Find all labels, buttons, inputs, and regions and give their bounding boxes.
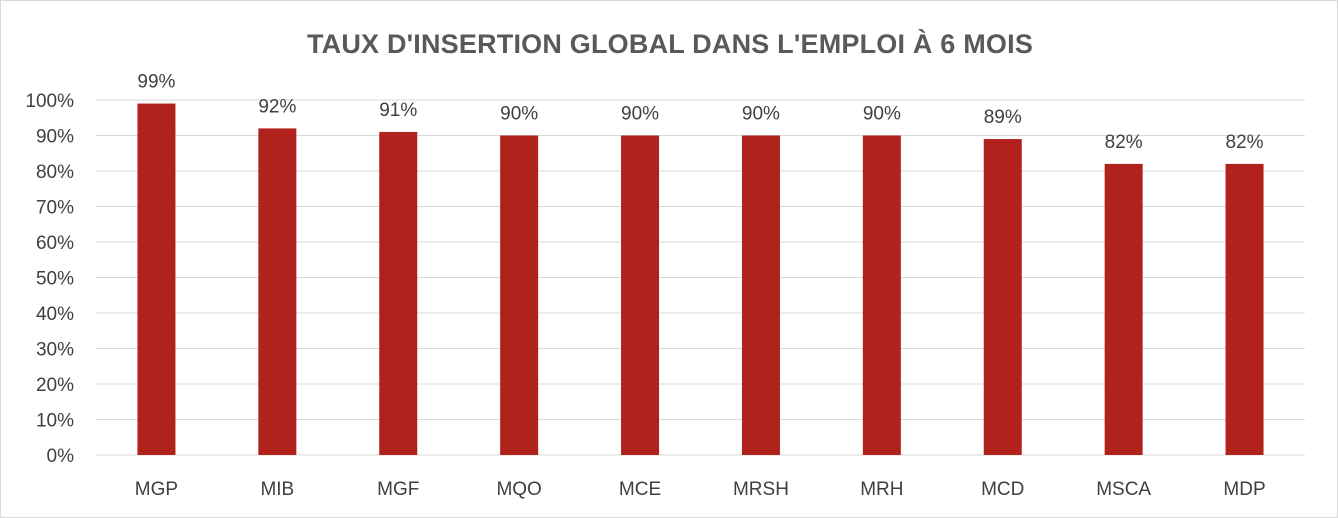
- chart-title: TAUX D'INSERTION GLOBAL DANS L'EMPLOI À …: [306, 29, 1034, 59]
- data-label: 90%: [742, 104, 780, 125]
- x-category-label: MCD: [981, 479, 1024, 500]
- bar: [258, 128, 297, 455]
- x-category-label: MIB: [260, 479, 294, 500]
- bar: [379, 131, 418, 455]
- data-label: 99%: [137, 72, 175, 93]
- x-category-label: MGF: [377, 479, 419, 500]
- bar: [137, 103, 176, 456]
- y-tick-label: 100%: [25, 91, 74, 112]
- data-label: 82%: [1226, 132, 1264, 153]
- x-category-label: MQO: [496, 479, 541, 500]
- bar: [983, 139, 1022, 456]
- bar: [741, 135, 780, 455]
- data-label: 89%: [984, 107, 1022, 128]
- bar: [1104, 163, 1143, 455]
- data-label: 90%: [863, 104, 901, 125]
- x-category-label: MSCA: [1096, 479, 1151, 500]
- y-tick-label: 30%: [36, 340, 74, 361]
- data-label: 82%: [1105, 132, 1143, 153]
- y-tick-label: 10%: [36, 411, 74, 432]
- y-tick-label: 20%: [36, 375, 74, 396]
- x-category-label: MRSH: [733, 479, 789, 500]
- y-tick-label: 70%: [36, 198, 74, 219]
- bar: [862, 135, 901, 455]
- y-tick-label: 60%: [36, 233, 74, 254]
- bar: [500, 135, 539, 455]
- y-tick-label: 80%: [36, 162, 74, 183]
- x-category-label: MRH: [860, 479, 903, 500]
- x-category-label: MGP: [135, 479, 178, 500]
- y-tick-label: 50%: [36, 269, 74, 290]
- y-tick-label: 0%: [47, 446, 75, 467]
- data-label: 92%: [258, 96, 296, 117]
- y-tick-label: 40%: [36, 304, 74, 325]
- x-category-label: MCE: [619, 479, 661, 500]
- bar: [621, 135, 660, 455]
- data-label: 90%: [500, 104, 538, 125]
- y-tick-label: 90%: [36, 127, 74, 148]
- bar: [1225, 163, 1264, 455]
- data-label: 91%: [379, 100, 417, 121]
- x-category-label: MDP: [1223, 479, 1265, 500]
- data-label: 90%: [621, 104, 659, 125]
